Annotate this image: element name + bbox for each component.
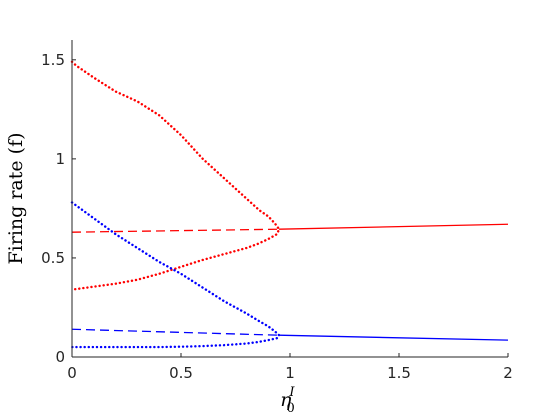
- y-tick-label: 1: [55, 150, 65, 168]
- series-line-6: [70, 201, 281, 349]
- series-line-5: [279, 334, 509, 341]
- series-line-4: [71, 328, 280, 336]
- x-axis-label-subscript: 0: [287, 401, 295, 416]
- y-axis-label: Firing rate (f): [5, 132, 27, 264]
- y-tick-label: 0: [55, 348, 65, 366]
- x-tick-label: 1.5: [387, 364, 411, 382]
- y-tick-label: 1.5: [41, 51, 65, 69]
- x-axis-label: ηI 0: [280, 385, 295, 416]
- x-tick-label: 0.5: [169, 364, 193, 382]
- series-line-2: [279, 223, 509, 230]
- plot-area: [70, 60, 509, 349]
- x-tick-label: 0: [67, 364, 77, 382]
- axes: 0 0.5 1 1.5 2 0 0.5 1 1.5: [41, 40, 513, 382]
- y-tick-label: 0.5: [41, 249, 65, 267]
- x-axis-label-symbol: η: [280, 389, 292, 411]
- series-line-3: [70, 60, 281, 291]
- series-line-1: [71, 228, 280, 233]
- x-axis-label-superscript: I: [288, 385, 295, 400]
- x-tick-label: 2: [503, 364, 513, 382]
- x-tick-label: 1: [285, 364, 295, 382]
